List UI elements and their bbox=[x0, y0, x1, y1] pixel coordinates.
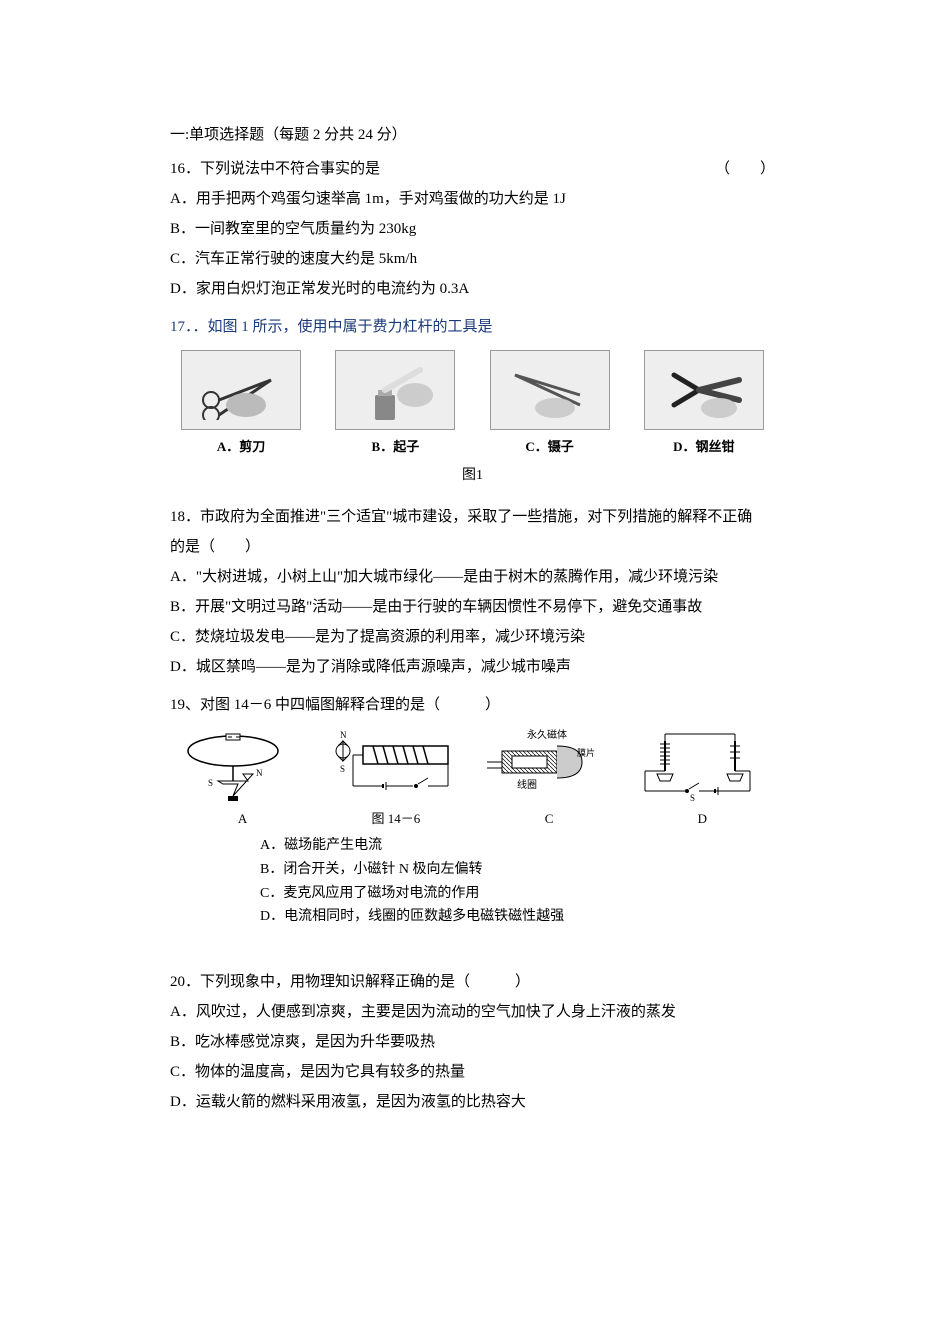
q18-line2: 的是（ ） bbox=[170, 532, 775, 562]
q19-fig-c: 永久磁体 膜片 线圈 C bbox=[477, 726, 622, 832]
q19-option-d: D．电流相同时，线圈的匝数越多电磁铁磁性越强 bbox=[260, 905, 775, 929]
q20-option-c: C．物体的温度高，是因为它具有较多的热量 bbox=[170, 1057, 775, 1087]
q17-fig-a: A．剪刀 bbox=[170, 350, 312, 460]
q17-figure-row: A．剪刀 B．起子 C．镊子 bbox=[170, 350, 775, 460]
q18-option-d: D．城区禁鸣——是为了消除或降低声源噪声，减少城市噪声 bbox=[170, 652, 775, 682]
q17-caption-a: A．剪刀 bbox=[217, 434, 265, 460]
q17-fig-d: D．钢丝钳 bbox=[633, 350, 775, 460]
question-17: 17．．如图 1 所示，使用中属于费力杠杆的工具是 A．剪刀 bbox=[170, 312, 775, 490]
svg-text:永久磁体: 永久磁体 bbox=[527, 728, 567, 741]
q17-figure-label: 图1 bbox=[170, 462, 775, 490]
q20-option-b: B．吃冰棒感觉凉爽，是因为升华要吸热 bbox=[170, 1027, 775, 1057]
question-19: 19、对图 14－6 中四幅图解释合理的是（ ） S N A bbox=[170, 690, 775, 929]
q16-option-d: D．家用白炽灯泡正常发光时的电流约为 0.3A bbox=[170, 274, 775, 304]
q19-stem: 19、对图 14－6 中四幅图解释合理的是（ ） bbox=[170, 690, 775, 720]
q16-option-c: C．汽车正常行驶的速度大约是 5km/h bbox=[170, 244, 775, 274]
tweezers-image bbox=[490, 350, 610, 430]
q17-caption-d: D．钢丝钳 bbox=[673, 434, 734, 460]
q19-label-d: D bbox=[698, 806, 707, 832]
microphone-image: 永久磁体 膜片 线圈 bbox=[482, 726, 617, 806]
q19-option-a: A．磁场能产生电流 bbox=[260, 834, 775, 858]
q19-fig-b: N S 图 14－6 bbox=[323, 726, 468, 832]
q20-stem: 20．下列现象中，用物理知识解释正确的是（ ） bbox=[170, 967, 775, 997]
q17-fig-c: C．镊子 bbox=[479, 350, 621, 460]
magnet-compass-image: S N bbox=[175, 726, 310, 806]
q16-stem-line: 16．下列说法中不符合事实的是 （ ） bbox=[170, 154, 775, 184]
q18-option-a: A．"大树进城，小树上山"加大城市绿化——是由于树木的蒸腾作用，减少环境污染 bbox=[170, 562, 775, 592]
q19-fig-center-label: 图 14－6 bbox=[371, 806, 420, 832]
question-20: 20．下列现象中，用物理知识解释正确的是（ ） A．风吹过，人便感到凉爽，主要是… bbox=[170, 967, 775, 1117]
scissors-image bbox=[181, 350, 301, 430]
question-16: 16．下列说法中不符合事实的是 （ ） A．用手把两个鸡蛋匀速举高 1m，手对鸡… bbox=[170, 154, 775, 304]
q18-option-c: C．焚烧垃圾发电——是为了提高资源的利用率，减少环境污染 bbox=[170, 622, 775, 652]
svg-text:膜片: 膜片 bbox=[577, 747, 595, 758]
svg-text:线圈: 线圈 bbox=[517, 778, 537, 791]
q19-label-c: C bbox=[545, 806, 554, 832]
section-header: 一:单项选择题（每题 2 分共 24 分） bbox=[170, 120, 775, 150]
q19-options: A．磁场能产生电流 B．闭合开关，小磁针 N 极向左偏转 C．麦克风应用了磁场对… bbox=[170, 834, 775, 929]
solenoid-compass-image: N S bbox=[328, 726, 463, 806]
svg-text:S: S bbox=[340, 764, 345, 774]
q16-stem: 16．下列说法中不符合事实的是 bbox=[170, 161, 380, 177]
q20-option-d: D．运载火箭的燃料采用液氢，是因为液氢的比热容大 bbox=[170, 1087, 775, 1117]
question-18: 18．市政府为全面推进"三个适宜"城市建设，采取了一些措施，对下列措施的解释不正… bbox=[170, 502, 775, 682]
q17-fig-b: B．起子 bbox=[324, 350, 466, 460]
q19-option-b: B．闭合开关，小磁针 N 极向左偏转 bbox=[260, 858, 775, 882]
svg-text:N: N bbox=[256, 768, 263, 778]
q17-caption-b: B．起子 bbox=[372, 434, 420, 460]
q17-stem: 17．．如图 1 所示，使用中属于费力杠杆的工具是 bbox=[170, 312, 775, 342]
q19-label-a: A bbox=[238, 806, 247, 832]
q16-option-b: B．一间教室里的空气质量约为 230kg bbox=[170, 214, 775, 244]
svg-text:S: S bbox=[208, 778, 213, 788]
svg-text:N: N bbox=[340, 730, 347, 740]
bottle-opener-image bbox=[335, 350, 455, 430]
q18-option-b: B．开展"文明过马路"活动——是由于行驶的车辆因惯性不易停下，避免交通事故 bbox=[170, 592, 775, 622]
q16-paren: （ ） bbox=[715, 154, 775, 184]
electromagnet-image: S bbox=[635, 726, 770, 806]
pliers-image bbox=[644, 350, 764, 430]
q18-line1: 18．市政府为全面推进"三个适宜"城市建设，采取了一些措施，对下列措施的解释不正… bbox=[170, 502, 775, 532]
q19-figure-row: S N A N S bbox=[170, 726, 775, 832]
q19-fig-a: S N A bbox=[170, 726, 315, 832]
q16-option-a: A．用手把两个鸡蛋匀速举高 1m，手对鸡蛋做的功大约是 1J bbox=[170, 184, 775, 214]
q17-caption-c: C．镊子 bbox=[525, 434, 573, 460]
q19-option-c: C．麦克风应用了磁场对电流的作用 bbox=[260, 882, 775, 906]
q19-fig-d: S D bbox=[630, 726, 775, 832]
q20-option-a: A．风吹过，人便感到凉爽，主要是因为流动的空气加快了人身上汗液的蒸发 bbox=[170, 997, 775, 1027]
svg-text:S: S bbox=[690, 793, 695, 803]
